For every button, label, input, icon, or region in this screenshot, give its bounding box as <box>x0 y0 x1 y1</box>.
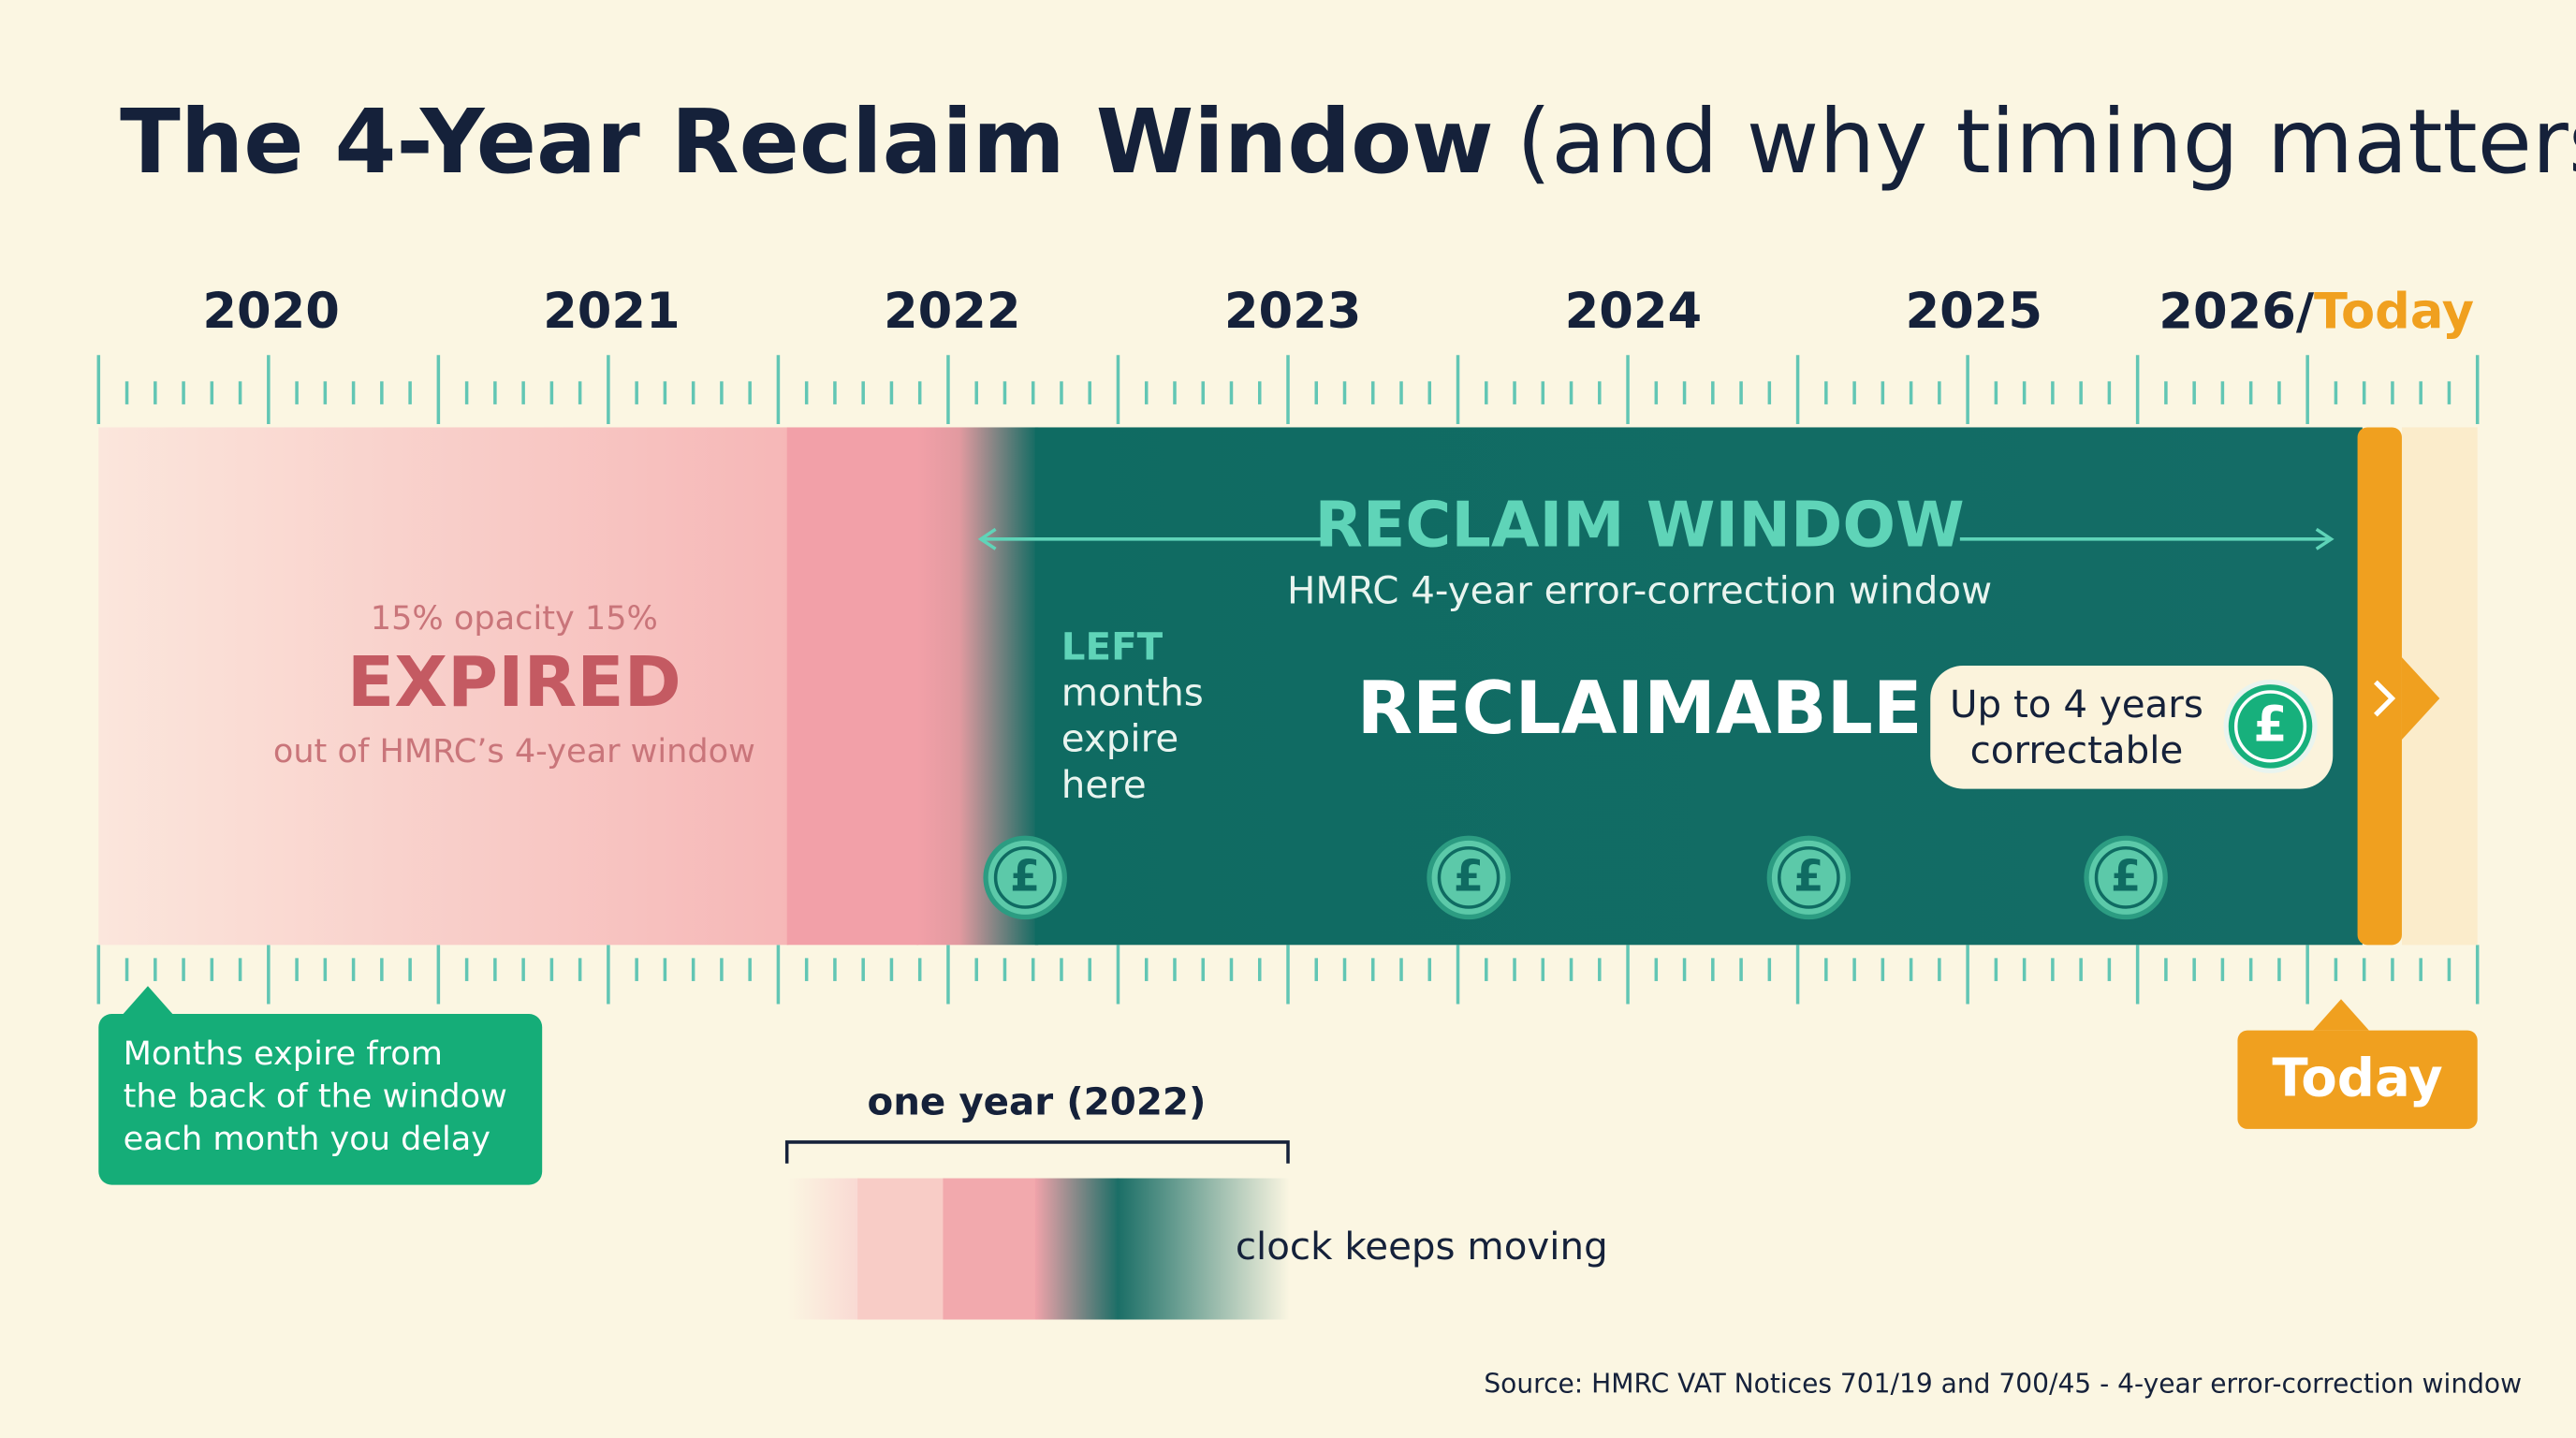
coin-symbol: £ <box>1010 851 1040 902</box>
year-label: 2020 <box>202 283 340 340</box>
badge <box>1930 665 2334 789</box>
year-label: 2026/Today <box>2159 283 2474 340</box>
year-label: 2021 <box>543 283 681 340</box>
today-arrow <box>2401 657 2440 740</box>
legend-seg <box>943 1178 1037 1320</box>
callout-line: each month you delay <box>124 1120 490 1158</box>
legend-seg <box>857 1178 945 1320</box>
badge-line: Up to 4 years <box>1950 682 2203 726</box>
callout <box>98 1014 543 1185</box>
title-rest: (and why timing matters) <box>1516 91 2576 194</box>
legend-caption: clock keeps moving <box>1236 1225 1608 1269</box>
expired-caption: out of HMRC’s 4-year window <box>273 732 755 770</box>
year-label: 2023 <box>1224 283 1362 340</box>
callout-pointer <box>123 986 173 1015</box>
coin <box>1766 835 1852 920</box>
callout-text: Months expire from the back of the window… <box>124 1034 507 1158</box>
today-badge <box>2237 1030 2478 1129</box>
reclaim-title: RECLAIM WINDOW <box>1315 488 1965 561</box>
coin <box>983 835 1067 920</box>
expired-label: EXPIRED <box>347 643 681 723</box>
year-label: 2026/ <box>2159 283 2315 340</box>
badge-line: correctable <box>1970 728 2184 772</box>
chevron <box>2374 680 2396 717</box>
today-badge-label: Today <box>2272 1049 2442 1109</box>
title: The 4-Year Reclaim Window (and why timing… <box>120 91 2576 194</box>
coin-ring <box>2094 846 2158 909</box>
reclaimable-label: RECLAIMABLE <box>1357 667 1923 751</box>
coin-symbol: £ <box>2253 697 2287 754</box>
coin-ring <box>1778 846 1840 909</box>
legend-seg <box>1034 1178 1120 1320</box>
window-arrows <box>977 527 2334 550</box>
title-bold: The 4-Year Reclaim Window <box>120 91 1494 194</box>
expired-edge <box>786 427 919 946</box>
expired-zone <box>98 427 789 946</box>
coin-ring <box>1437 846 1500 909</box>
year-label: 2024 <box>1565 283 1703 340</box>
coin <box>2084 835 2168 920</box>
year-labels: 2020 2021 2022 2023 2024 2025 2026/Today <box>202 283 2474 340</box>
callout-line: Months expire from <box>124 1034 443 1073</box>
year-label: 2025 <box>1905 283 2042 340</box>
left-line: months <box>1061 671 1204 715</box>
today-label: Today <box>2314 283 2474 340</box>
legend-seg <box>1117 1178 1290 1320</box>
coin-ring <box>2233 690 2307 763</box>
coin <box>2223 679 2318 773</box>
coins: £ £ £ £ £ <box>983 679 2318 920</box>
left-line: LEFT <box>1061 624 1164 668</box>
rulers <box>96 355 2480 1005</box>
coin-symbol: £ <box>2111 851 2141 902</box>
legend-seg <box>786 1178 859 1320</box>
coin <box>1427 835 1511 920</box>
expired-note: 15% opacity 15% <box>371 599 658 638</box>
left-line: here <box>1061 763 1147 807</box>
coin-ring <box>993 846 1057 909</box>
year-label: 2022 <box>884 283 1021 340</box>
callout-line: the back of the window <box>124 1078 507 1116</box>
coin-symbol: £ <box>1793 851 1823 902</box>
coin-symbol: £ <box>1454 851 1484 902</box>
bracket <box>784 1140 1290 1164</box>
reclaim-subtitle: HMRC 4-year error-correction window <box>1287 569 1992 613</box>
source: Source: HMRC VAT Notices 701/19 and 700/… <box>1484 1369 2522 1400</box>
left-line: expire <box>1061 717 1178 761</box>
bracket-label: one year (2022) <box>867 1080 1206 1124</box>
today-pointer <box>2313 999 2369 1031</box>
